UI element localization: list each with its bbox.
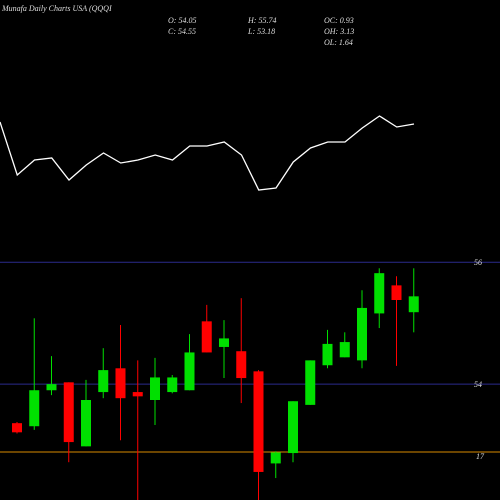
reference-label: 17 [476, 452, 485, 461]
candle-body [184, 352, 195, 391]
y-tick-label: 56 [474, 258, 482, 267]
candle-body [46, 384, 57, 391]
candle-body [253, 371, 264, 472]
candle-body [305, 360, 316, 405]
candle-body [167, 377, 178, 393]
candle-body [150, 377, 160, 400]
stat: OL: 1.64 [324, 38, 353, 47]
candle-body [339, 342, 350, 358]
stat: C: 54.55 [168, 27, 196, 36]
candle-body [219, 338, 229, 347]
candle-body [288, 401, 298, 454]
candle-body [391, 285, 402, 300]
candle-body [63, 382, 74, 443]
stat: OC: 0.93 [324, 16, 354, 25]
stat: OH: 3.13 [324, 27, 354, 36]
stat: H: 55.74 [247, 16, 276, 25]
stat: L: 53.18 [247, 27, 275, 36]
candle-body [357, 307, 367, 361]
candle-body [201, 321, 212, 353]
candle-body [236, 351, 247, 379]
candle-body [115, 368, 126, 399]
candle-body [322, 343, 333, 366]
candle-body [12, 423, 22, 433]
candle-body [132, 392, 143, 397]
candle-body [408, 296, 419, 313]
stat: O: 54.05 [168, 16, 196, 25]
candle-body [98, 370, 109, 393]
indicator-line [0, 115, 415, 191]
y-tick-label: 54 [474, 380, 482, 389]
candle-body [29, 390, 40, 427]
candle-body [374, 273, 385, 314]
candle-body [270, 452, 281, 464]
chart-title: Munafa Daily Charts USA (QQQI [1, 4, 112, 13]
candle-body [81, 400, 91, 447]
